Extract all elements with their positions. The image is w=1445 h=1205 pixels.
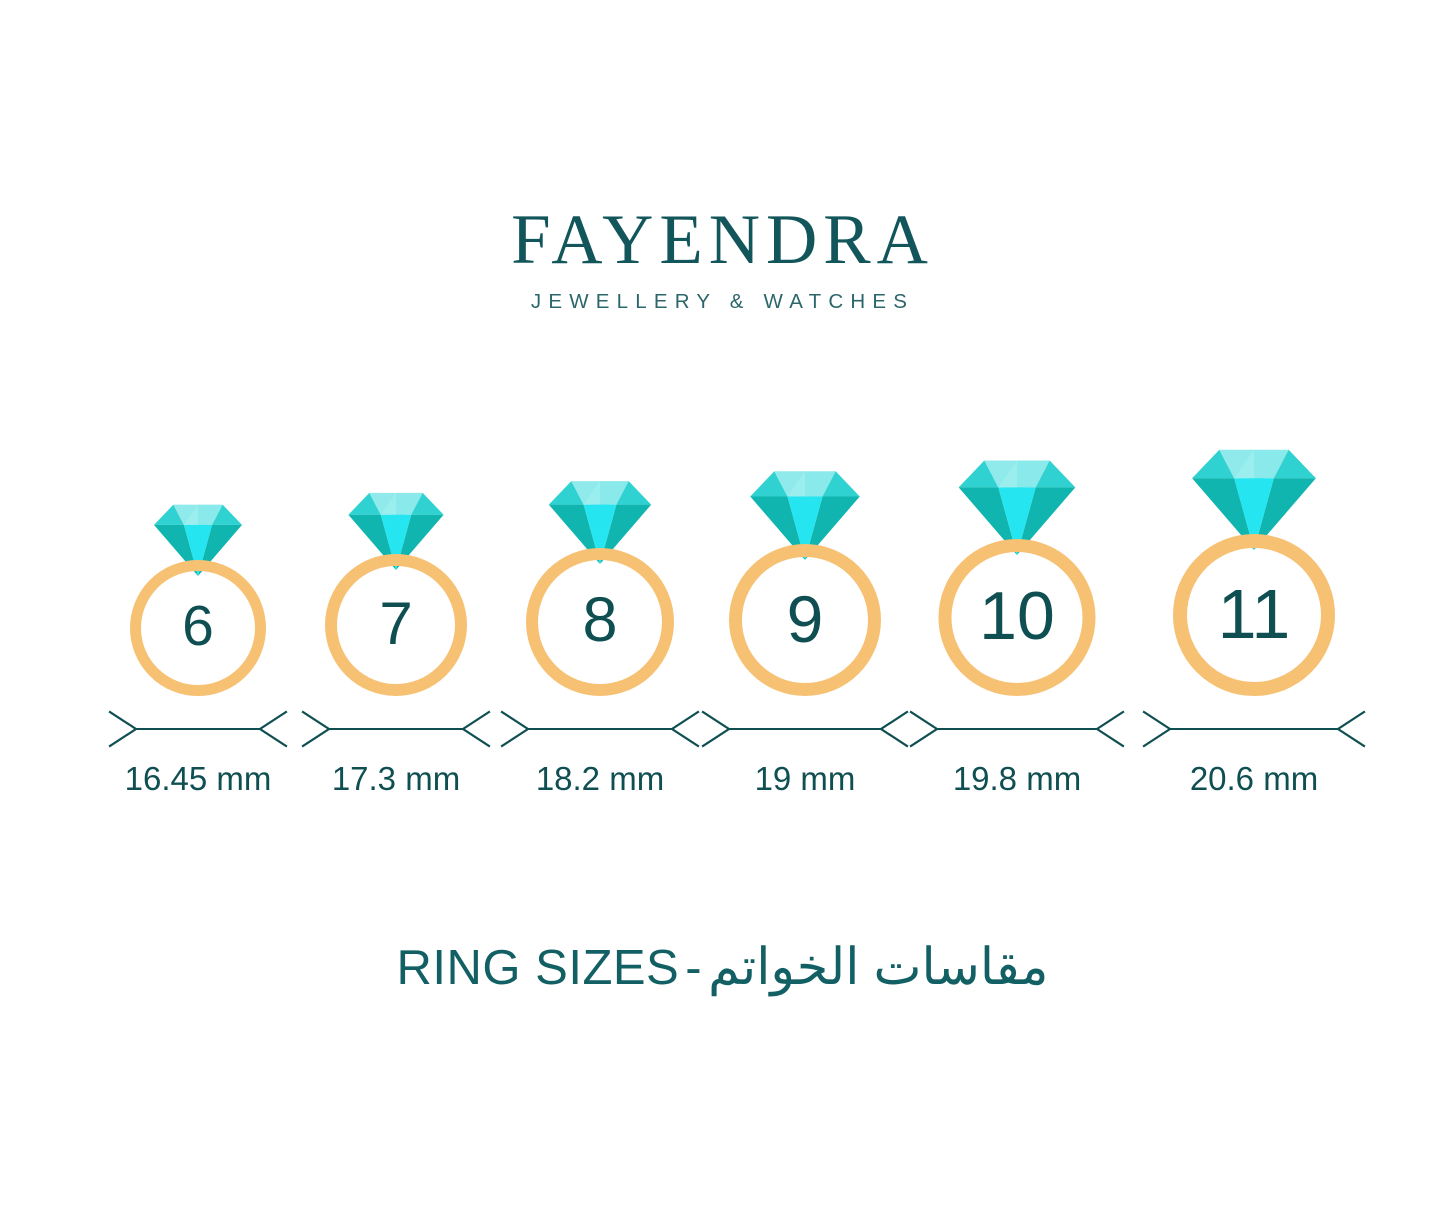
ring-diameter-label: 19.8 mm: [952, 760, 1082, 797]
ring-diameter-label: 19 mm: [754, 760, 856, 797]
footer-title-english: RING SIZES: [396, 941, 680, 995]
dimension-arrow-left-icon: [500, 710, 531, 748]
ring-size-row: 6 7: [0, 440, 1445, 840]
ring-diameter-label: 17.3 mm: [331, 760, 461, 797]
diamond-gem-icon: [1192, 449, 1316, 550]
dimension-arrow-left-icon: [108, 710, 139, 748]
ring-size-number: 10: [979, 578, 1055, 655]
dimension-line: [909, 710, 1125, 748]
dimension-bar: [937, 727, 1097, 731]
dimension-arrow-right-icon: [878, 710, 909, 748]
dimension-arrow-left-icon: [301, 710, 332, 748]
ring-size-item[interactable]: 8: [500, 440, 700, 840]
ring-size-item[interactable]: 11: [1154, 440, 1354, 840]
ring-diameter-label: 20.6 mm: [1189, 760, 1319, 797]
ring-size-number: 6: [182, 594, 214, 659]
dimension-bar: [136, 727, 260, 731]
dimension-arrow-left-icon: [909, 710, 940, 748]
dimension-bar: [1170, 727, 1338, 731]
ring-diameter-label: 16.45 mm: [124, 760, 272, 797]
ring-diameter-label: 18.2 mm: [535, 760, 665, 797]
dimension-line: [108, 710, 288, 748]
dimension-line: [701, 710, 909, 748]
brand-header: FAYENDRA JEWELLERY & WATCHES: [0, 205, 1445, 314]
dimension-bar: [329, 727, 463, 731]
dimension-bar: [729, 727, 881, 731]
ring-size-number: 8: [582, 585, 618, 656]
ring-size-item[interactable]: 10: [917, 440, 1117, 840]
dimension-line: [500, 710, 700, 748]
footer-title-separator: -: [685, 941, 703, 995]
dimension-line: [1142, 710, 1366, 748]
dimension-arrow-right-icon: [1094, 710, 1125, 748]
footer-title-arabic: مقاسات الخواتم: [708, 938, 1049, 995]
dimension-arrow-right-icon: [257, 710, 288, 748]
dimension-arrow-right-icon: [669, 710, 700, 748]
diamond-gem-icon: [348, 492, 444, 570]
dimension-bar: [528, 727, 672, 731]
diamond-gem-icon: [750, 471, 860, 560]
ring-size-item[interactable]: 7: [296, 440, 496, 840]
dimension-arrow-right-icon: [460, 710, 491, 748]
ring-size-number: 11: [1217, 574, 1291, 653]
ring-band: [130, 560, 266, 696]
diamond-gem-icon: [154, 504, 242, 576]
dimension-line: [301, 710, 491, 748]
ring-size-item[interactable]: 9: [705, 440, 905, 840]
dimension-arrow-right-icon: [1335, 710, 1366, 748]
ring-size-item[interactable]: 6: [98, 440, 298, 840]
dimension-arrow-left-icon: [701, 710, 732, 748]
diamond-gem-icon: [548, 481, 652, 564]
brand-tagline: JEWELLERY & WATCHES: [530, 290, 915, 313]
ring-size-number: 7: [379, 589, 413, 657]
dimension-arrow-left-icon: [1142, 710, 1173, 748]
diamond-gem-icon: [958, 460, 1076, 555]
footer-title: RING SIZES - مقاسات الخواتم: [0, 938, 1445, 997]
ring-size-number: 9: [786, 581, 824, 656]
brand-wordmark: FAYENDRA: [511, 201, 934, 279]
